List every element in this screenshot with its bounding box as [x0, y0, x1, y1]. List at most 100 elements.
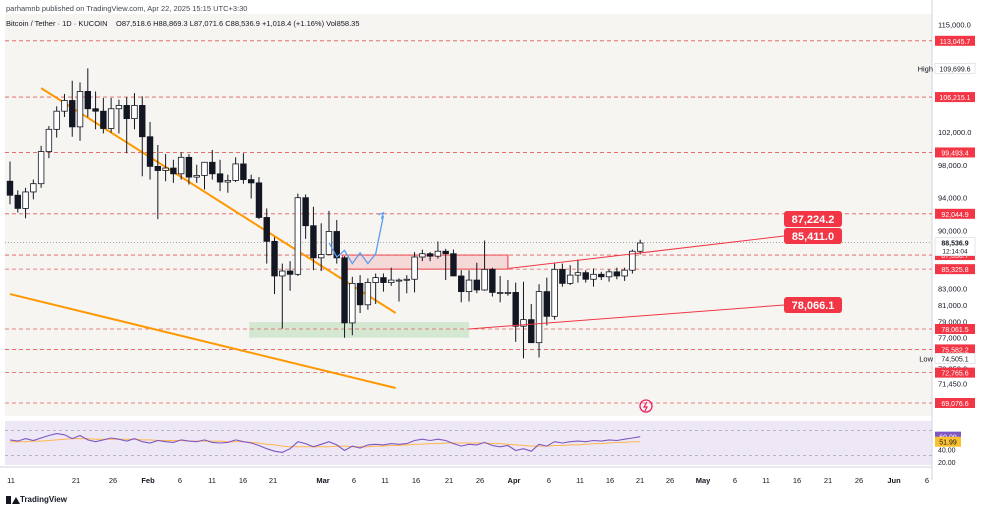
candle-body [317, 254, 325, 259]
publish-line: parhamnb published on TradingView.com, A… [6, 4, 248, 13]
candle-body [61, 100, 68, 112]
high-value-bg [934, 63, 976, 74]
candle-body [201, 161, 208, 176]
candle-body [92, 108, 99, 112]
x-tick-label: 11 [576, 476, 584, 485]
level-label-bg [935, 344, 975, 355]
level-label: 78,061.5 [941, 327, 968, 334]
candle-body [442, 250, 449, 255]
x-tick-label: 16 [793, 476, 801, 485]
x-tick-label: 16 [606, 476, 614, 485]
rsi-ma-value-label: 51.99 [939, 440, 957, 447]
candle-body [341, 257, 348, 324]
candle-body [489, 268, 496, 293]
candle-body [154, 165, 162, 171]
tradingview-logo-icon [6, 495, 20, 504]
x-tick-label: 26 [109, 476, 117, 485]
rsi-tick-label: 40.00 [938, 447, 956, 454]
candle-body [69, 100, 76, 128]
support-band [249, 322, 470, 338]
candle-body [528, 319, 535, 344]
y-tick-label: 71,450.0 [938, 379, 967, 388]
candle-body [551, 268, 558, 317]
level-label: 85,325.8 [941, 267, 968, 274]
level-label-bg [935, 92, 975, 103]
candle-body [100, 110, 107, 129]
tradingview-logo[interactable]: TradingView [6, 495, 67, 504]
projection-arrowhead [378, 211, 385, 220]
ohlc-readout: O87,518.6 H88,869.3 L87,071.6 C88,536.9 … [116, 19, 360, 28]
candle-body [209, 161, 216, 175]
x-tick-label: 11 [7, 476, 15, 485]
candle-body [30, 183, 37, 193]
bolt-icon-ring [639, 399, 653, 413]
candle-body [543, 291, 551, 317]
candle-body [123, 105, 130, 120]
candle-body [434, 250, 442, 257]
candle-body [590, 273, 597, 280]
candle-body [76, 91, 84, 128]
high-marker-label: High [918, 64, 933, 73]
candle-body [636, 242, 644, 252]
level-label: 113,045.7 [940, 39, 971, 46]
candle-body [22, 191, 29, 209]
trendline-lower [9, 293, 396, 389]
candle-body [146, 136, 154, 167]
low-value-bg [934, 352, 976, 364]
candle-body [232, 163, 239, 181]
y-tick-label: 98,000.0 [938, 161, 967, 170]
x-tick-label: 6 [547, 476, 551, 485]
candle-body [193, 175, 200, 178]
bolt-icon [639, 399, 653, 413]
candle-body [621, 269, 628, 277]
candle-body [574, 272, 582, 276]
rsi-ma-line [10, 438, 641, 448]
x-tick-label: 6 [352, 476, 356, 485]
x-tick-label: 21 [445, 476, 453, 485]
candle-body [240, 163, 247, 180]
x-tick-label: 6 [733, 476, 737, 485]
level-label-bg [935, 147, 975, 158]
candle-body [395, 279, 403, 282]
bolt-icon-glyph [642, 401, 648, 412]
candle-body [512, 292, 519, 327]
level-label: 72,765.6 [941, 371, 968, 378]
level-label-bg [935, 35, 975, 46]
level-label-bg [935, 398, 975, 409]
rsi-ma-value-bg [935, 436, 961, 447]
callout-85411: 85,411.0 [792, 231, 834, 243]
candle-body [279, 270, 286, 277]
candle-body [216, 173, 224, 183]
x-tick-label: Jun [887, 476, 901, 485]
level-label-bg [935, 367, 975, 378]
y-tick-label: 115,000.0 [938, 21, 971, 30]
candle-body [372, 277, 379, 283]
level-label: 75,582.2 [941, 347, 968, 354]
symbol-title: Bitcoin / Tether · 1D · KUCOIN [6, 19, 108, 28]
candle-body [286, 270, 294, 275]
tradingview-brand: TradingView [20, 495, 67, 504]
candle-body [605, 271, 613, 278]
high-value-label: 109,699.6 [939, 66, 970, 73]
candle-body [465, 279, 473, 293]
candle-body [224, 180, 232, 183]
candle-body [520, 319, 527, 327]
candle-body [115, 105, 123, 110]
y-tick-label: 81,000.0 [938, 301, 967, 310]
level-label: 92,044.9 [941, 212, 968, 219]
y-tick-label: 77,000.0 [938, 334, 967, 343]
candle-body [45, 128, 53, 152]
candle-body [598, 273, 605, 278]
low-value-label: 74,505.1 [941, 356, 968, 363]
candle-body [364, 282, 372, 306]
candle-body [37, 151, 45, 185]
callout-87224-bg [784, 211, 842, 227]
callout-78066-bg [784, 297, 842, 313]
x-tick-label: Apr [508, 476, 521, 485]
candle-body [403, 278, 410, 281]
candle-body [613, 271, 621, 277]
candle-body [271, 240, 278, 277]
candle-body [263, 217, 270, 242]
y-tick-label: 102,000.0 [938, 128, 971, 137]
